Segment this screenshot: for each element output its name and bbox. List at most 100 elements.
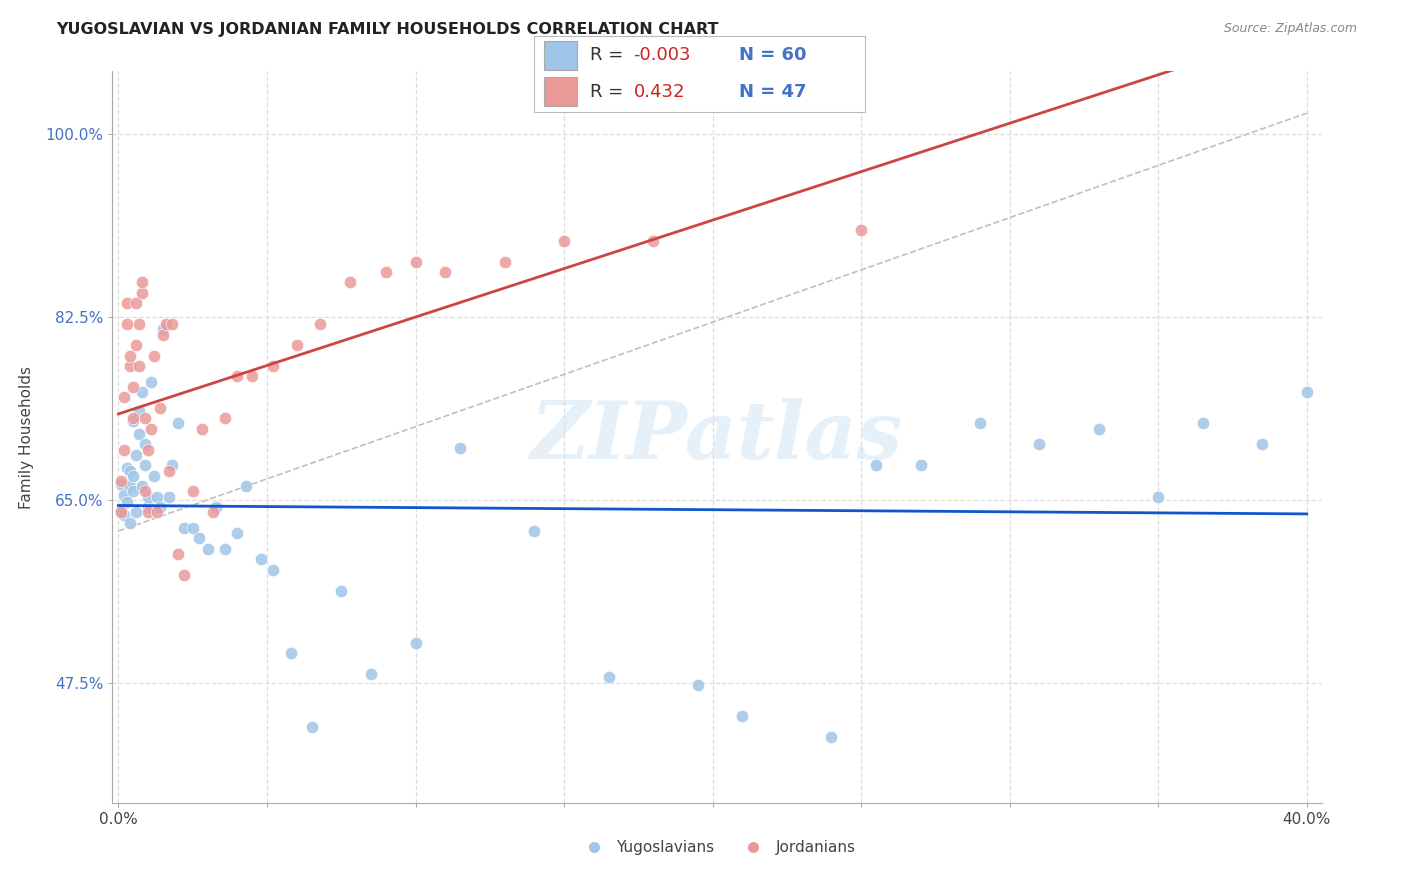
Point — [181, 484, 204, 499]
Point — [598, 670, 620, 684]
Point — [125, 505, 148, 519]
Point — [226, 526, 249, 541]
Point — [122, 468, 145, 483]
Text: -0.003: -0.003 — [633, 46, 690, 64]
Point — [112, 442, 135, 457]
Point — [173, 568, 195, 582]
Point — [110, 505, 132, 519]
Point — [240, 369, 263, 384]
Point — [494, 254, 516, 268]
Point — [202, 505, 225, 519]
Bar — [544, 41, 578, 70]
Point — [285, 338, 308, 352]
Point — [360, 667, 382, 681]
Point — [117, 317, 139, 331]
Point — [339, 276, 361, 290]
Text: N = 60: N = 60 — [740, 46, 807, 64]
Point — [112, 487, 135, 501]
Point — [112, 390, 135, 404]
Text: Source: ZipAtlas.com: Source: ZipAtlas.com — [1223, 22, 1357, 36]
Point — [122, 380, 145, 394]
Point — [117, 296, 139, 310]
Point — [139, 375, 162, 389]
Point — [152, 327, 174, 342]
Y-axis label: Family Households: Family Households — [20, 366, 34, 508]
Point — [134, 484, 156, 499]
Point — [146, 490, 169, 504]
Point — [146, 505, 169, 519]
Point — [214, 411, 236, 425]
Point — [226, 369, 249, 384]
Point — [120, 516, 142, 530]
Point — [128, 317, 150, 331]
Point — [122, 414, 145, 428]
Text: 0.432: 0.432 — [633, 83, 685, 101]
Point — [128, 359, 150, 373]
Point — [187, 532, 209, 546]
Point — [143, 468, 166, 483]
Point — [1088, 422, 1111, 436]
Point — [110, 503, 132, 517]
Point — [969, 417, 991, 431]
Text: ZIPatlas: ZIPatlas — [531, 399, 903, 475]
Text: R =: R = — [591, 46, 630, 64]
Point — [125, 338, 148, 352]
Point — [160, 317, 183, 331]
Point — [330, 583, 353, 598]
Point — [181, 521, 204, 535]
Point — [309, 317, 332, 331]
Point — [250, 552, 273, 566]
Point — [449, 441, 471, 455]
Point — [553, 234, 575, 248]
Point — [160, 458, 183, 473]
Point — [149, 500, 172, 514]
Point — [131, 479, 153, 493]
Point — [136, 442, 159, 457]
Point — [110, 474, 132, 488]
Point — [405, 636, 427, 650]
Point — [197, 541, 219, 556]
Point — [131, 285, 153, 300]
Point — [117, 461, 139, 475]
Point — [173, 521, 195, 535]
Point — [131, 276, 153, 290]
Point — [1147, 490, 1170, 504]
Point — [120, 349, 142, 363]
Point — [280, 646, 302, 660]
Point — [214, 541, 236, 556]
Point — [136, 500, 159, 514]
Point — [523, 524, 546, 538]
Point — [820, 730, 842, 744]
Point — [134, 458, 156, 473]
Point — [122, 411, 145, 425]
Point — [131, 385, 153, 400]
Point — [166, 547, 188, 561]
Text: N = 47: N = 47 — [740, 83, 807, 101]
Point — [157, 463, 180, 477]
Point — [139, 422, 162, 436]
Point — [405, 254, 427, 268]
Point — [1028, 437, 1050, 451]
Point — [120, 359, 142, 373]
Point — [910, 458, 932, 473]
Point — [1251, 437, 1274, 451]
Point — [110, 477, 132, 491]
Point — [125, 296, 148, 310]
Point — [434, 265, 457, 279]
Point — [134, 411, 156, 425]
Point — [136, 490, 159, 504]
Point — [128, 404, 150, 418]
Point — [262, 563, 284, 577]
Point — [301, 719, 323, 733]
Point — [262, 359, 284, 373]
Point — [166, 417, 188, 431]
Point — [849, 223, 872, 237]
Point — [731, 709, 754, 723]
Point — [136, 505, 159, 519]
Legend: Yugoslavians, Jordanians: Yugoslavians, Jordanians — [572, 834, 862, 861]
Text: R =: R = — [591, 83, 636, 101]
Point — [122, 484, 145, 499]
Point — [686, 678, 709, 692]
Point — [117, 495, 139, 509]
Point — [374, 265, 396, 279]
